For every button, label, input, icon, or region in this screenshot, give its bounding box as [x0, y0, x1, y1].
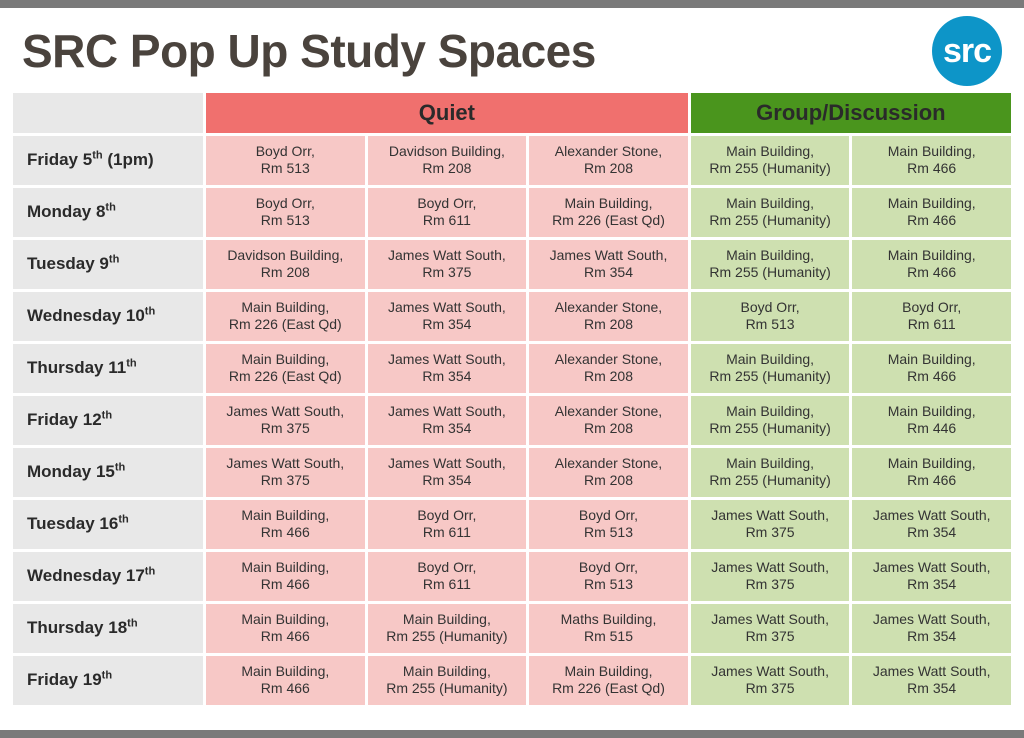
day-cell: Thursday 18th [13, 604, 203, 653]
quiet-cell: Main Building,Rm 466 [206, 656, 365, 705]
day-cell: Monday 8th [13, 188, 203, 237]
table-row: Friday 12thJames Watt South,Rm 375James … [13, 396, 1011, 445]
group-cell: James Watt South,Rm 354 [852, 656, 1011, 705]
quiet-cell: Boyd Orr,Rm 513 [529, 500, 688, 549]
quiet-cell: Main Building,Rm 466 [206, 500, 365, 549]
quiet-cell: Main Building,Rm 255 (Humanity) [368, 656, 527, 705]
group-cell: James Watt South,Rm 354 [852, 604, 1011, 653]
group-cell: Main Building,Rm 466 [852, 188, 1011, 237]
header: SRC Pop Up Study Spaces src [0, 8, 1024, 90]
quiet-cell: Main Building,Rm 466 [206, 604, 365, 653]
group-cell: Main Building,Rm 466 [852, 448, 1011, 497]
group-cell: James Watt South,Rm 375 [691, 500, 850, 549]
src-logo: src [932, 16, 1002, 86]
quiet-cell: Boyd Orr,Rm 513 [206, 188, 365, 237]
top-bar [0, 0, 1024, 8]
group-cell: James Watt South,Rm 375 [691, 552, 850, 601]
day-cell: Wednesday 17th [13, 552, 203, 601]
quiet-cell: Boyd Orr,Rm 611 [368, 188, 527, 237]
quiet-cell: James Watt South,Rm 354 [368, 292, 527, 341]
quiet-cell: Alexander Stone,Rm 208 [529, 344, 688, 393]
quiet-cell: James Watt South,Rm 375 [368, 240, 527, 289]
group-cell: Main Building,Rm 255 (Humanity) [691, 344, 850, 393]
quiet-cell: James Watt South,Rm 354 [368, 344, 527, 393]
group-cell: Main Building,Rm 466 [852, 136, 1011, 185]
page-title: SRC Pop Up Study Spaces [22, 24, 596, 78]
table-row: Thursday 11thMain Building,Rm 226 (East … [13, 344, 1011, 393]
quiet-cell: Main Building,Rm 226 (East Qd) [206, 292, 365, 341]
day-cell: Friday 19th [13, 656, 203, 705]
quiet-cell: Alexander Stone,Rm 208 [529, 396, 688, 445]
group-cell: Main Building,Rm 255 (Humanity) [691, 448, 850, 497]
group-cell: Boyd Orr,Rm 611 [852, 292, 1011, 341]
table-row: Tuesday 16thMain Building,Rm 466Boyd Orr… [13, 500, 1011, 549]
day-cell: Tuesday 16th [13, 500, 203, 549]
table-row: Wednesday 17thMain Building,Rm 466Boyd O… [13, 552, 1011, 601]
quiet-cell: James Watt South,Rm 375 [206, 448, 365, 497]
table-body: Friday 5th (1pm)Boyd Orr,Rm 513Davidson … [13, 136, 1011, 705]
day-cell: Tuesday 9th [13, 240, 203, 289]
quiet-cell: Boyd Orr,Rm 513 [529, 552, 688, 601]
page: SRC Pop Up Study Spaces src Quiet Group/… [0, 0, 1024, 738]
table-row: Tuesday 9thDavidson Building,Rm 208James… [13, 240, 1011, 289]
quiet-cell: Main Building,Rm 255 (Humanity) [368, 604, 527, 653]
table-wrap: Quiet Group/Discussion Friday 5th (1pm)B… [0, 90, 1024, 708]
group-cell: James Watt South,Rm 354 [852, 500, 1011, 549]
quiet-cell: Alexander Stone,Rm 208 [529, 448, 688, 497]
section-header-row: Quiet Group/Discussion [13, 93, 1011, 133]
day-cell: Thursday 11th [13, 344, 203, 393]
table-row: Monday 15thJames Watt South,Rm 375James … [13, 448, 1011, 497]
quiet-cell: Boyd Orr,Rm 611 [368, 552, 527, 601]
quiet-cell: Boyd Orr,Rm 513 [206, 136, 365, 185]
table-row: Friday 19thMain Building,Rm 466Main Buil… [13, 656, 1011, 705]
quiet-cell: Main Building,Rm 226 (East Qd) [206, 344, 365, 393]
group-cell: Main Building,Rm 446 [852, 396, 1011, 445]
group-header: Group/Discussion [691, 93, 1011, 133]
quiet-cell: Main Building,Rm 466 [206, 552, 365, 601]
table-row: Friday 5th (1pm)Boyd Orr,Rm 513Davidson … [13, 136, 1011, 185]
group-cell: Main Building,Rm 466 [852, 344, 1011, 393]
day-cell: Wednesday 10th [13, 292, 203, 341]
quiet-cell: Main Building,Rm 226 (East Qd) [529, 188, 688, 237]
quiet-cell: James Watt South,Rm 354 [368, 448, 527, 497]
group-cell: James Watt South,Rm 354 [852, 552, 1011, 601]
study-spaces-table: Quiet Group/Discussion Friday 5th (1pm)B… [10, 90, 1014, 708]
quiet-cell: Boyd Orr,Rm 611 [368, 500, 527, 549]
quiet-cell: James Watt South,Rm 375 [206, 396, 365, 445]
logo-text: src [943, 32, 991, 71]
quiet-cell: Main Building,Rm 226 (East Qd) [529, 656, 688, 705]
day-cell: Monday 15th [13, 448, 203, 497]
group-cell: Main Building,Rm 255 (Humanity) [691, 396, 850, 445]
quiet-cell: Alexander Stone,Rm 208 [529, 136, 688, 185]
quiet-cell: Alexander Stone,Rm 208 [529, 292, 688, 341]
quiet-cell: Maths Building,Rm 515 [529, 604, 688, 653]
group-cell: Main Building,Rm 255 (Humanity) [691, 188, 850, 237]
quiet-cell: Davidson Building,Rm 208 [368, 136, 527, 185]
table-row: Wednesday 10thMain Building,Rm 226 (East… [13, 292, 1011, 341]
group-cell: Main Building,Rm 466 [852, 240, 1011, 289]
corner-cell [13, 93, 203, 133]
day-cell: Friday 12th [13, 396, 203, 445]
group-cell: Boyd Orr,Rm 513 [691, 292, 850, 341]
group-cell: Main Building,Rm 255 (Humanity) [691, 240, 850, 289]
quiet-cell: James Watt South,Rm 354 [368, 396, 527, 445]
group-cell: Main Building,Rm 255 (Humanity) [691, 136, 850, 185]
group-cell: James Watt South,Rm 375 [691, 656, 850, 705]
quiet-header: Quiet [206, 93, 688, 133]
table-row: Monday 8thBoyd Orr,Rm 513Boyd Orr,Rm 611… [13, 188, 1011, 237]
bottom-bar [0, 730, 1024, 738]
group-cell: James Watt South,Rm 375 [691, 604, 850, 653]
quiet-cell: Davidson Building,Rm 208 [206, 240, 365, 289]
quiet-cell: James Watt South,Rm 354 [529, 240, 688, 289]
table-row: Thursday 18thMain Building,Rm 466Main Bu… [13, 604, 1011, 653]
day-cell: Friday 5th (1pm) [13, 136, 203, 185]
